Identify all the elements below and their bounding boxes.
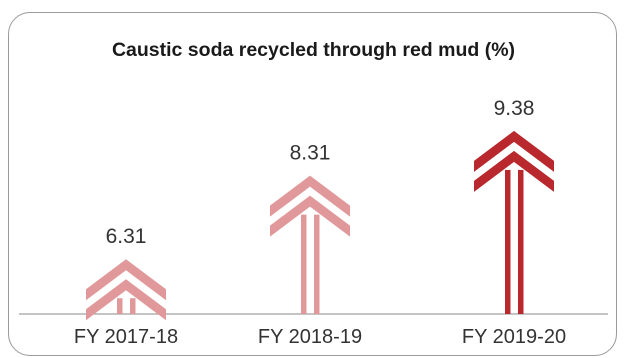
arrow-shaft-right xyxy=(314,214,320,314)
data-label: 9.38 xyxy=(494,97,535,120)
arrow-inner-chevron xyxy=(86,279,166,321)
data-label: 6.31 xyxy=(106,225,147,248)
data-label: 8.31 xyxy=(290,142,331,165)
arrow-shaft-left xyxy=(301,214,307,314)
bar-arrow xyxy=(474,130,554,314)
arrow-shaft-right xyxy=(518,169,524,314)
bar-arrow xyxy=(270,175,350,314)
category-label: FY 2017-18 xyxy=(74,326,178,348)
arrow-inner-chevron xyxy=(474,150,554,192)
arrow-inner-chevron xyxy=(270,195,350,237)
arrow-outer-chevron xyxy=(474,130,554,172)
chart-title: Caustic soda recycled through red mud (%… xyxy=(111,39,516,61)
chart-plot: 6.31 FY 2017-18 8.31 FY 2018-19 9.38 FY 2019-… xyxy=(19,97,608,348)
arrow-shaft-left xyxy=(505,169,511,314)
arrow-outer-chevron xyxy=(86,259,166,301)
bar-arrow xyxy=(86,259,166,321)
arrow-shaft-right xyxy=(130,298,136,314)
arrow-outer-chevron xyxy=(270,175,350,217)
category-label: FY 2018-19 xyxy=(258,326,362,348)
category-label: FY 2019-20 xyxy=(462,326,566,348)
chart-card: Caustic soda recycled through red mud (%… xyxy=(8,12,617,356)
arrow-shaft-left xyxy=(117,298,123,314)
